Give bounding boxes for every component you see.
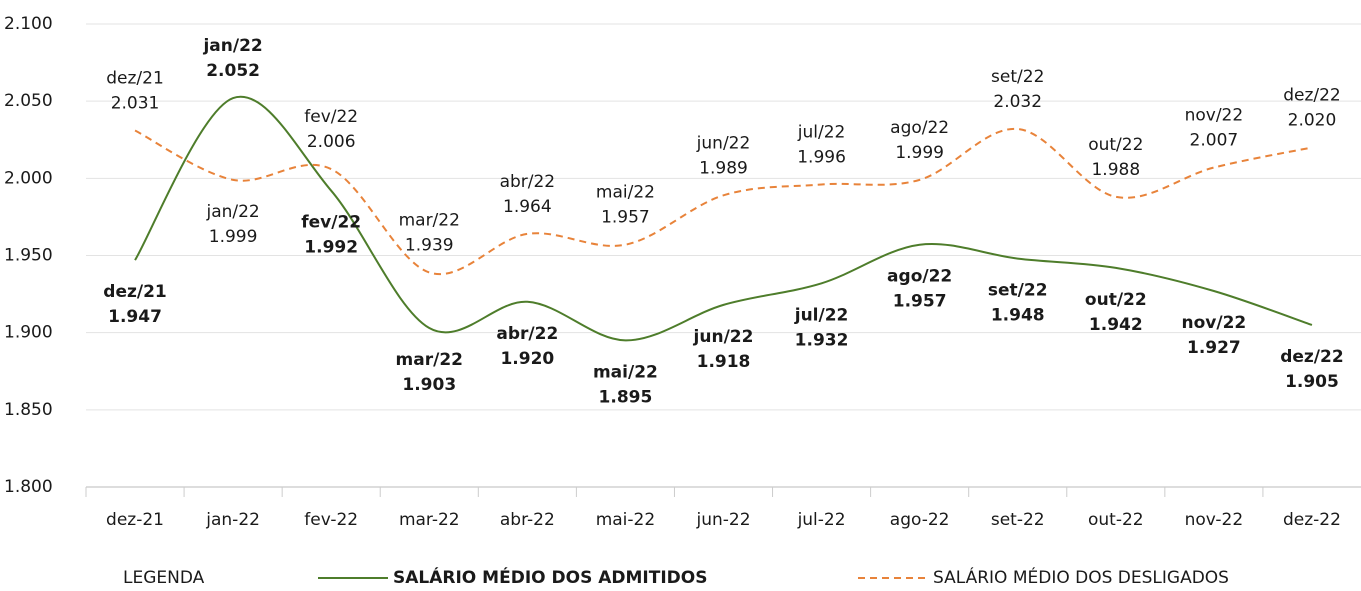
data-label: 1.988 <box>1091 160 1140 180</box>
x-tick-label: dez-22 <box>1283 510 1341 530</box>
data-label-month: mai/22 <box>593 362 658 382</box>
data-label: 1.905 <box>1285 372 1339 392</box>
x-tick-label: dez-21 <box>106 510 164 530</box>
data-label-month: out/22 <box>1088 135 1143 155</box>
data-label-month: mar/22 <box>399 210 460 230</box>
x-tick-label: mar-22 <box>399 510 460 530</box>
data-label: 2.007 <box>1190 131 1239 151</box>
data-label-month: abr/22 <box>496 324 558 344</box>
data-label-month: jun/22 <box>693 327 754 347</box>
data-label-month: jul/22 <box>794 305 849 325</box>
data-label: 2.006 <box>307 132 356 152</box>
x-tick-label: out-22 <box>1088 510 1144 530</box>
data-label-month: jun/22 <box>696 133 751 153</box>
data-label: 1.989 <box>699 158 748 178</box>
y-tick-label: 2.000 <box>4 168 53 188</box>
data-label: 1.932 <box>795 330 849 350</box>
data-label: 1.903 <box>402 375 456 395</box>
y-tick-label: 1.800 <box>4 477 53 497</box>
series-line <box>134 127 1313 276</box>
data-label: 2.032 <box>993 92 1042 112</box>
data-label: 1.957 <box>601 208 650 228</box>
data-label-month: nov/22 <box>1182 313 1247 333</box>
y-tick-label: 2.100 <box>4 14 53 34</box>
data-label-month: set/22 <box>991 67 1044 87</box>
data-label-month: abr/22 <box>500 172 556 192</box>
legend-label: SALÁRIO MÉDIO DOS ADMITIDOS <box>393 566 707 587</box>
data-label: 1.999 <box>895 143 944 163</box>
data-label-month: dez/22 <box>1280 347 1343 367</box>
data-label: 1.948 <box>991 306 1045 326</box>
data-label: 1.942 <box>1089 315 1143 335</box>
x-tick-label: fev-22 <box>304 510 358 530</box>
y-tick-label: 1.900 <box>4 323 53 343</box>
data-label: 1.992 <box>304 238 358 258</box>
series-line <box>134 95 1313 342</box>
x-tick-label: set-22 <box>991 510 1045 530</box>
data-label: 2.052 <box>206 61 260 81</box>
data-label-month: fev/22 <box>304 107 358 127</box>
data-label: 1.964 <box>503 197 552 217</box>
data-label-month: fev/22 <box>301 213 361 233</box>
legend-title: LEGENDA <box>123 568 205 587</box>
data-label: 1.927 <box>1187 338 1241 358</box>
y-tick-label: 1.950 <box>4 246 53 266</box>
y-tick-label: 1.850 <box>4 400 53 420</box>
data-label: 2.020 <box>1288 110 1337 130</box>
data-label: 1.918 <box>697 352 751 372</box>
x-tick-label: jun-22 <box>695 510 750 530</box>
legend-label: SALÁRIO MÉDIO DOS DESLIGADOS <box>933 566 1229 587</box>
y-tick-label: 2.050 <box>4 91 53 111</box>
data-label: 1.947 <box>108 307 162 327</box>
data-label-month: dez/21 <box>103 282 166 302</box>
data-label: 1.920 <box>500 349 554 369</box>
data-label: 1.999 <box>209 227 258 247</box>
data-label: 1.957 <box>893 292 947 312</box>
x-tick-label: jul-22 <box>797 510 846 530</box>
x-tick-label: nov-22 <box>1185 510 1244 530</box>
data-label-month: set/22 <box>988 281 1048 301</box>
data-label-month: jan/22 <box>202 36 262 56</box>
data-label: 2.031 <box>111 93 160 113</box>
data-label-month: jan/22 <box>205 202 259 222</box>
data-label-month: jul/22 <box>797 123 846 143</box>
data-label: 1.939 <box>405 235 454 255</box>
data-label: 1.996 <box>797 148 846 168</box>
data-label-month: dez/21 <box>106 68 164 88</box>
data-label-month: ago/22 <box>890 118 949 138</box>
data-label-month: out/22 <box>1085 290 1147 310</box>
data-label-month: mai/22 <box>596 183 655 203</box>
data-label-month: nov/22 <box>1185 106 1244 126</box>
x-tick-label: abr-22 <box>500 510 555 530</box>
data-label-month: dez/22 <box>1283 85 1341 105</box>
x-tick-label: ago-22 <box>890 510 950 530</box>
x-tick-label: mai-22 <box>596 510 655 530</box>
data-label-month: ago/22 <box>887 267 952 287</box>
data-label-month: mar/22 <box>396 350 463 370</box>
x-tick-label: jan-22 <box>205 510 260 530</box>
data-label: 1.895 <box>599 387 653 407</box>
